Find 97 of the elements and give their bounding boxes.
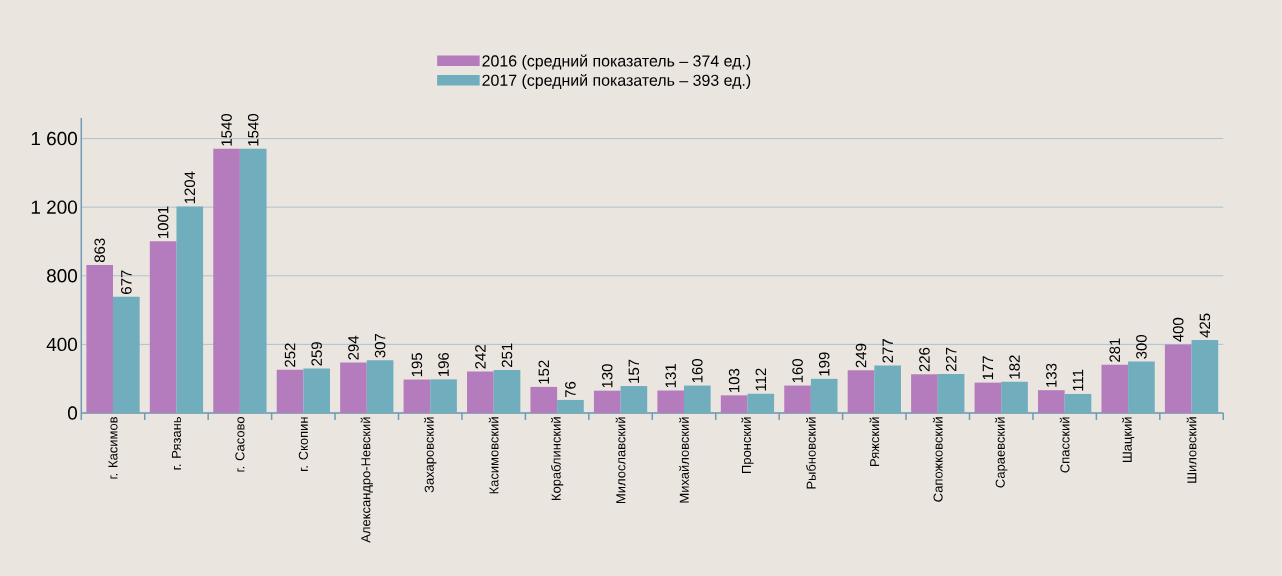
x-tick-label: Захаровский <box>424 417 437 493</box>
data-label: 103 <box>728 368 740 392</box>
data-label: 300 <box>1136 335 1147 359</box>
bar <box>213 148 240 413</box>
bar <box>937 374 965 413</box>
bar <box>847 370 875 413</box>
data-label: 251 <box>501 343 513 367</box>
data-label: 863 <box>94 238 105 263</box>
bar <box>113 296 140 413</box>
x-tick-label: Рыбновский <box>806 417 816 489</box>
data-label: 195 <box>411 353 423 377</box>
x-tick-label: Сапожковский <box>932 417 943 502</box>
y-tick-label: 800 <box>47 269 78 283</box>
data-label: 199 <box>818 352 830 376</box>
bar <box>684 385 711 413</box>
bar <box>557 399 584 413</box>
x-tick-label: Милославский <box>615 417 626 503</box>
bar <box>747 393 775 413</box>
bar <box>720 395 748 413</box>
bar <box>911 374 938 413</box>
bar <box>1101 364 1129 413</box>
x-tick-label: Шиловский <box>1186 417 1197 483</box>
bar <box>657 390 684 413</box>
data-label: 259 <box>311 342 322 366</box>
y-tick-label: 0 <box>67 406 78 420</box>
bar <box>149 241 177 413</box>
x-tick-label: г. Рязань <box>171 417 181 470</box>
y-tick-label: 400 <box>46 337 78 352</box>
data-label: 277 <box>882 339 893 363</box>
bar <box>1164 344 1192 413</box>
data-label: 281 <box>1109 338 1121 362</box>
bar <box>430 379 457 413</box>
bar <box>1064 393 1092 413</box>
bar <box>530 386 558 413</box>
data-label: 1204 <box>184 171 196 204</box>
y-tick-label: 1 200 <box>31 200 77 214</box>
data-label: 130 <box>601 364 613 388</box>
bar <box>874 365 901 413</box>
bar <box>593 390 621 413</box>
bar <box>1128 361 1155 413</box>
data-label: 152 <box>538 360 550 384</box>
bar <box>784 385 811 413</box>
bar <box>493 369 521 413</box>
bar <box>239 148 267 413</box>
data-label: 157 <box>628 359 640 383</box>
x-tick-label: Пронский <box>741 417 754 473</box>
bar <box>620 386 648 413</box>
bar <box>366 360 394 413</box>
data-label: 307 <box>374 333 386 358</box>
x-tick-label: Кораблинский <box>550 417 564 500</box>
data-label: 1540 <box>221 114 232 146</box>
data-label: 242 <box>475 345 486 369</box>
data-label: 133 <box>1046 363 1057 387</box>
bar <box>176 206 204 413</box>
x-tick-label: Касимовский <box>488 417 499 494</box>
data-label: 196 <box>438 352 449 377</box>
data-label: 131 <box>665 364 676 388</box>
x-tick-label: Михайловский <box>679 417 689 503</box>
data-label: 160 <box>692 359 703 383</box>
data-label: 226 <box>919 347 930 372</box>
x-tick-label: Шацкий <box>1122 417 1135 463</box>
data-label: 252 <box>284 343 296 367</box>
bar <box>467 371 494 413</box>
legend-label: 2017 (средний показатель – 393 ед.) <box>482 73 751 90</box>
y-tick-label: 1 600 <box>31 131 77 146</box>
data-label: 227 <box>945 347 957 372</box>
bar <box>276 369 304 413</box>
data-label: 400 <box>1172 317 1184 342</box>
data-label: 677 <box>121 270 132 294</box>
bar <box>810 378 838 413</box>
data-label: 111 <box>1072 369 1084 391</box>
data-label: 249 <box>855 343 867 368</box>
x-tick-label: г. Касимов <box>108 417 118 479</box>
x-tick-label: Спасский <box>1059 417 1070 473</box>
data-label: 160 <box>792 359 803 383</box>
data-label: 425 <box>1199 313 1211 338</box>
bar <box>1191 340 1219 413</box>
data-label: 177 <box>982 356 994 380</box>
data-label: 1001 <box>157 206 169 238</box>
bar <box>403 379 431 413</box>
x-tick-label: Сараевский <box>995 417 1008 488</box>
data-label: 1540 <box>247 114 259 146</box>
data-label: 182 <box>1009 355 1020 379</box>
bar <box>1038 390 1065 413</box>
data-label: 294 <box>348 335 359 360</box>
bar <box>974 382 1002 413</box>
x-tick-label: г. Скопин <box>298 417 308 471</box>
x-tick-label: Ряжский <box>869 417 880 466</box>
bar <box>1001 381 1028 413</box>
x-tick-label: Александро-Невский <box>360 417 373 543</box>
data-label: 76 <box>565 381 576 397</box>
bar <box>340 362 367 413</box>
bar <box>303 368 330 413</box>
data-label: 112 <box>755 368 766 391</box>
bar <box>86 264 114 413</box>
x-tick-label: г. Сасово <box>235 417 245 472</box>
legend-label: 2016 (средний показатель – 374 ед.) <box>482 54 751 70</box>
